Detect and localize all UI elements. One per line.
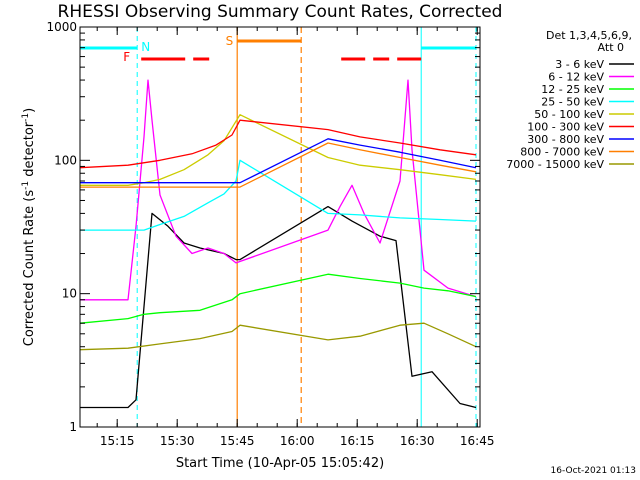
series-line-2: [79, 273, 477, 324]
series-line-6: [80, 138, 477, 184]
y-tick-label: 100: [54, 153, 77, 167]
legend-label: 300 - 800 keV: [527, 133, 604, 146]
series-line-1: [80, 79, 477, 301]
legend-label: 25 - 50 keV: [541, 96, 604, 109]
x-tick-label: 16:00: [280, 434, 315, 448]
flare-marker-label: F: [123, 50, 130, 64]
legend-label: 3 - 6 keV: [555, 58, 604, 71]
x-tick-label: 16:45: [460, 434, 495, 448]
legend-label: 100 - 300 keV: [527, 121, 604, 134]
legend-label: 800 - 7000 keV: [520, 146, 604, 159]
generated-timestamp: 16-Oct-2021 01:13: [551, 466, 636, 476]
x-tick-label: 15:15: [100, 434, 135, 448]
legend-label: 50 - 100 keV: [534, 108, 604, 121]
y-tick-label: 10: [62, 287, 77, 301]
x-tick-label: 15:30: [160, 434, 195, 448]
series-line-4: [80, 114, 477, 186]
series-line-7: [80, 142, 477, 188]
y-tick-label: 1: [69, 420, 77, 434]
legend-header-line-1: Det 1,3,4,5,6,9,: [546, 29, 632, 42]
legend-label: 7000 - 15000 keV: [506, 158, 604, 171]
series-line-0: [80, 205, 477, 409]
x-tick-label: 16:15: [340, 434, 375, 448]
saa-marker-label: S: [226, 34, 234, 48]
plot-frame: [79, 26, 481, 428]
y-axis-label: Corrected Count Rate (s-1 detector-1): [21, 108, 37, 346]
x-tick-label: 15:45: [220, 434, 255, 448]
x-axis-ticks: 15:15 15:30 15:45 16:00 16:15 16:30 16:45: [96, 27, 495, 448]
x-axis-label: Start Time (10-Apr-05 15:05:42): [176, 456, 384, 471]
legend-label: 6 - 12 keV: [548, 71, 604, 84]
y-tick-label: 1000: [46, 20, 77, 34]
night-marker-label: N: [141, 40, 150, 54]
series-line-8: [79, 322, 477, 351]
legend-label: 12 - 25 keV: [541, 83, 604, 96]
y-axis-ticks: 1 10 100 1000: [46, 20, 480, 434]
chart-title: RHESSI Observing Summary Count Rates, Co…: [58, 2, 503, 22]
legend-header-line-2: Att 0: [598, 41, 624, 54]
series-line-5: [79, 119, 477, 169]
plot-area: NF S: [79, 27, 477, 427]
x-tick-label: 16:30: [400, 434, 435, 448]
